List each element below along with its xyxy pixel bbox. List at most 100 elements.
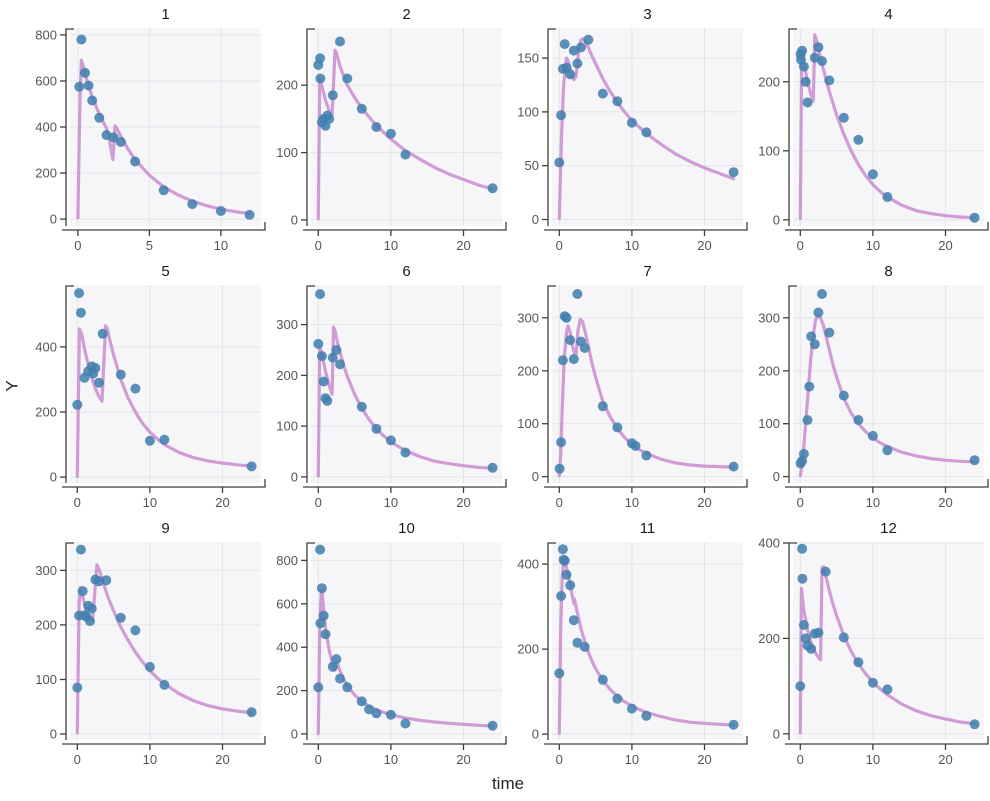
data-point (400, 149, 411, 160)
y-tick-label: 0 (773, 726, 780, 741)
data-point (487, 462, 498, 473)
facet-panel-11: 11 0 200 400 0 10 20 (508, 514, 749, 771)
facet-title: 9 (161, 520, 169, 537)
data-point (315, 618, 326, 629)
data-point (813, 42, 824, 53)
data-point (969, 719, 980, 730)
data-point (130, 383, 141, 394)
y-tick-label: 200 (758, 631, 780, 646)
x-tick-label: 10 (866, 495, 880, 510)
data-point (313, 338, 324, 349)
data-point (244, 209, 255, 220)
y-tick-label: 400 (758, 536, 780, 551)
x-tick-label: 10 (384, 752, 398, 767)
x-tick-label: 10 (143, 752, 157, 767)
data-point (612, 422, 623, 433)
x-axis-spine (544, 479, 748, 488)
y-axis-label: Y (3, 379, 22, 392)
facet-chart: 5 0 200 400 0 10 20 (35, 263, 266, 510)
data-point (556, 437, 567, 448)
data-point (371, 122, 382, 132)
data-point (335, 36, 345, 47)
data-point (969, 455, 980, 466)
data-point (728, 719, 739, 730)
facet-title: 2 (402, 6, 410, 23)
x-tick-label: 20 (456, 752, 470, 767)
x-tick-label: 10 (625, 495, 639, 510)
data-point (87, 95, 98, 106)
facet-chart: 9 0 100 200 300 0 10 20 (35, 520, 266, 767)
data-point (554, 463, 565, 474)
x-tick-label: 10 (143, 495, 157, 510)
y-tick-label: 0 (773, 469, 780, 484)
y-tick-label: 600 (276, 596, 298, 611)
data-point (130, 625, 141, 636)
x-tick-label: 20 (215, 752, 229, 767)
data-point (565, 69, 576, 80)
data-point (335, 359, 345, 370)
x-axis-spine (62, 479, 266, 488)
x-axis-spine (62, 222, 266, 231)
data-point (641, 450, 652, 461)
data-point (77, 586, 88, 597)
data-point (215, 206, 226, 216)
data-point (565, 580, 576, 591)
data-point (804, 381, 815, 392)
y-tick-label: 0 (50, 470, 57, 485)
data-point (813, 307, 824, 318)
y-tick-label: 800 (35, 27, 57, 42)
data-point (882, 192, 893, 202)
data-point (400, 447, 411, 458)
y-tick-label: 50 (525, 158, 539, 173)
data-point (158, 185, 169, 196)
data-point (371, 423, 382, 434)
facet-title: 8 (884, 263, 892, 280)
y-axis-spine (547, 542, 556, 740)
data-point (867, 169, 878, 180)
fit-line (316, 325, 495, 478)
data-point (313, 682, 324, 693)
y-axis-spine (65, 28, 74, 226)
facet-panel-5: 5 0 200 400 0 10 20 (26, 257, 267, 514)
data-point (817, 289, 827, 299)
y-tick-label: 0 (532, 469, 539, 484)
data-point (487, 183, 498, 194)
x-tick-label: 20 (697, 752, 711, 767)
y-tick-label: 200 (276, 683, 298, 698)
x-tick-label: 0 (315, 238, 322, 253)
facet-panel-9: 9 0 100 200 300 0 10 20 (26, 514, 267, 771)
data-point (612, 96, 623, 107)
data-point (94, 377, 104, 388)
data-point (797, 573, 808, 584)
data-point (559, 555, 570, 566)
facet-title: 5 (161, 263, 169, 280)
data-point (882, 445, 893, 456)
data-point (867, 430, 878, 441)
fit-line (557, 317, 736, 478)
x-tick-label: 0 (797, 238, 804, 253)
data-point (130, 156, 141, 167)
data-point (597, 674, 608, 685)
x-tick-label: 10 (866, 238, 880, 253)
data-point (320, 629, 331, 640)
data-point (144, 435, 155, 446)
y-tick-label: 200 (276, 368, 298, 383)
data-point (568, 615, 579, 626)
data-point (327, 90, 338, 101)
data-point (342, 682, 353, 693)
data-point (315, 289, 326, 300)
x-tick-label: 0 (315, 752, 322, 767)
facet-grid: 1 0 200 400 600 800 0 5 10 2 0 100 200 0 10 20 3 0 50 100 15… (26, 0, 990, 771)
facet-chart: 4 0 100 200 0 10 20 (758, 6, 989, 253)
x-tick-label: 0 (315, 495, 322, 510)
data-point (385, 435, 396, 446)
data-point (882, 684, 893, 695)
data-point (641, 127, 652, 138)
y-tick-label: 150 (517, 51, 539, 66)
data-point (579, 343, 590, 353)
data-point (356, 401, 367, 412)
data-point (385, 709, 396, 720)
data-point (838, 390, 849, 401)
facet-title: 7 (643, 263, 651, 280)
data-point (561, 312, 572, 323)
